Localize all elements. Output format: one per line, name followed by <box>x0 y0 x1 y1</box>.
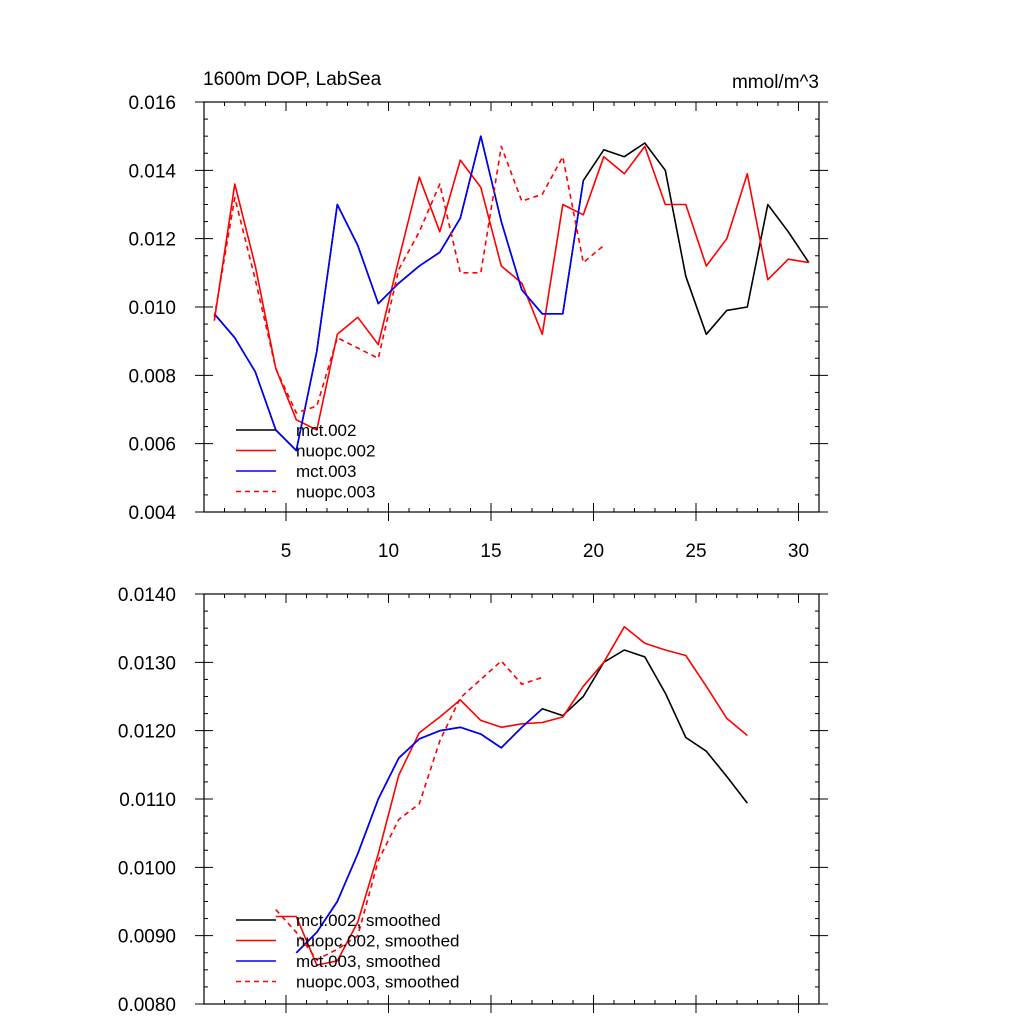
top-y-tick-label: 0.014 <box>128 161 176 182</box>
top-series-line-1 <box>213 145 809 431</box>
bottom-y-tick-label: 0.0140 <box>118 585 176 606</box>
top-y-tick-label: 0.016 <box>128 93 176 114</box>
top-y-tick-label: 0.008 <box>128 366 176 387</box>
bottom-series-line-1 <box>275 625 748 966</box>
top-y-tick-label: 0.004 <box>128 503 176 524</box>
bottom-panel: 0.0080 0.0090 0.0100 0.0110 0.0120 0.0130 0.01… <box>118 585 828 1016</box>
bottom-y-tick-label: 0.0080 <box>118 995 176 1016</box>
bottom-y-tick-label: 0.0130 <box>118 653 176 674</box>
top-panel-title-right: mmol/m^3 <box>732 72 819 93</box>
bottom-y-tick-label: 0.0120 <box>118 722 176 743</box>
bottom-series-line-3 <box>275 660 543 961</box>
top-legend-label-3: nuopc.003 <box>296 483 375 502</box>
bottom-legend-label-1: nuopc.002, smoothed <box>296 932 460 951</box>
top-y-tick-label: 0.012 <box>128 230 176 251</box>
top-legend-label-0: mct.002 <box>296 421 356 440</box>
top-panel-title-left: 1600m DOP, LabSea <box>203 69 382 90</box>
top-x-tick-label: 30 <box>788 541 809 562</box>
bottom-legend-label-3: nuopc.003, smoothed <box>296 973 460 992</box>
top-x-tick-label: 20 <box>583 541 604 562</box>
bottom-legend-label-0: mct.002, smoothed <box>296 911 441 930</box>
top-series-line-3 <box>213 145 605 414</box>
top-x-tick-label: 5 <box>281 541 292 562</box>
bottom-series-line-2 <box>295 708 543 954</box>
top-x-tick-label: 10 <box>378 541 399 562</box>
bottom-y-tick-label: 0.0090 <box>118 927 176 948</box>
top-legend-label-2: mct.003 <box>296 462 356 481</box>
top-panel: 1600m DOP, LabSea mmol/m^3 5 10 15 20 25 30 0.… <box>128 69 828 562</box>
top-x-tick-label: 15 <box>480 541 501 562</box>
bottom-legend-label-2: mct.003, smoothed <box>296 952 441 971</box>
bottom-y-tick-label: 0.0110 <box>119 790 176 811</box>
top-y-tick-label: 0.006 <box>128 435 176 456</box>
top-legend-label-1: nuopc.002 <box>296 442 375 461</box>
top-y-tick-label: 0.010 <box>128 298 176 319</box>
bottom-y-tick-label: 0.0100 <box>118 858 176 879</box>
top-x-tick-label: 25 <box>685 541 706 562</box>
